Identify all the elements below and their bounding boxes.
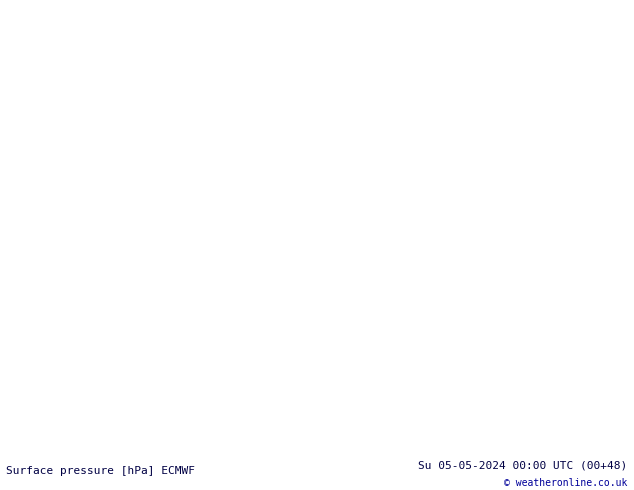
- Text: Su 05-05-2024 00:00 UTC (00+48): Su 05-05-2024 00:00 UTC (00+48): [418, 461, 628, 471]
- Text: © weatheronline.co.uk: © weatheronline.co.uk: [504, 478, 628, 488]
- Text: Surface pressure [hPa] ECMWF: Surface pressure [hPa] ECMWF: [6, 466, 195, 476]
